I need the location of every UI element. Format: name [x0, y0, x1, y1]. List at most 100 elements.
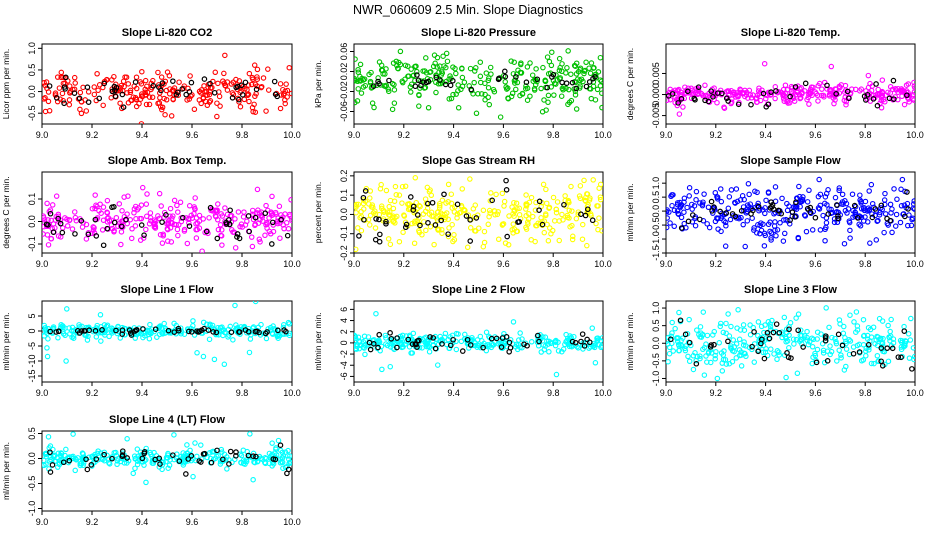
data-point: [796, 183, 802, 190]
data-point: [131, 453, 138, 459]
highlight-point: [47, 328, 53, 335]
highlight-point: [463, 213, 470, 219]
highlight-point: [437, 77, 443, 83]
data-point: [141, 462, 147, 468]
data-point: [682, 345, 688, 352]
y-tick-label: 1.0: [651, 177, 661, 190]
data-point: [440, 53, 446, 59]
highlight-point: [793, 199, 799, 206]
data-point: [556, 237, 563, 244]
data-point: [409, 350, 416, 356]
y-tick-label: 0.000: [651, 83, 661, 106]
data-point: [66, 83, 73, 89]
data-point: [666, 97, 670, 104]
data-point: [191, 106, 198, 113]
data-point: [42, 96, 47, 102]
data-point: [127, 87, 134, 94]
data-point: [832, 335, 838, 342]
data-point: [568, 71, 574, 77]
x-tick-label: 9.8: [236, 517, 249, 527]
data-point: [399, 200, 405, 206]
data-point: [761, 230, 768, 237]
data-point: [102, 332, 108, 338]
data-point: [701, 191, 707, 197]
data-point: [45, 336, 51, 342]
highlight-point: [55, 328, 62, 335]
data-point: [820, 350, 827, 356]
highlight-point: [869, 214, 876, 221]
data-point: [833, 340, 840, 347]
data-point: [394, 65, 401, 72]
data-point: [252, 301, 259, 305]
data-point: [448, 191, 455, 197]
highlight-point: [792, 214, 798, 220]
data-point: [697, 353, 703, 359]
data-point: [755, 319, 762, 325]
data-point: [399, 332, 406, 339]
data-point: [511, 213, 517, 219]
highlight-point: [242, 79, 249, 86]
data-point: [786, 100, 793, 106]
data-point: [391, 81, 397, 88]
highlight-point: [589, 217, 596, 224]
data-point: [768, 346, 774, 352]
data-point: [761, 60, 768, 67]
data-point: [127, 89, 134, 96]
data-point: [826, 93, 833, 99]
data-point: [251, 62, 258, 68]
data-point: [566, 86, 572, 93]
data-point: [132, 465, 138, 472]
highlight-point: [686, 339, 693, 346]
data-point: [241, 96, 248, 103]
y-tick-label: -0.2: [339, 245, 349, 261]
highlight-point: [188, 452, 195, 459]
data-point: [209, 206, 215, 212]
data-point: [867, 240, 873, 246]
data-point: [803, 228, 810, 235]
data-point: [566, 199, 572, 206]
data-point: [396, 238, 403, 245]
data-point: [573, 106, 580, 112]
data-point: [871, 360, 877, 367]
data-point: [879, 340, 886, 346]
highlight-point: [523, 257, 527, 261]
data-point: [788, 88, 795, 95]
data-point: [543, 186, 549, 193]
highlight-point: [450, 336, 456, 343]
data-point: [140, 459, 146, 465]
data-point: [898, 344, 905, 350]
data-point: [726, 333, 733, 339]
data-point: [505, 242, 512, 248]
data-point: [531, 87, 538, 93]
highlight-point: [454, 201, 461, 208]
data-point: [222, 205, 228, 211]
data-point: [577, 65, 584, 71]
data-point: [436, 69, 442, 76]
data-point: [525, 210, 532, 217]
data-point: [436, 202, 443, 209]
data-point: [263, 202, 269, 209]
highlight-point: [872, 206, 879, 212]
data-point: [104, 197, 111, 204]
data-point: [437, 63, 443, 69]
data-point: [763, 197, 769, 204]
panel-title: Slope Amb. Box Temp.: [108, 155, 227, 167]
highlight-point: [46, 83, 53, 89]
highlight-point: [203, 228, 210, 235]
y-tick-label: 0.5: [27, 427, 37, 440]
data-point: [728, 345, 734, 351]
highlight-point: [367, 346, 374, 353]
data-point: [579, 236, 586, 242]
data-point: [95, 87, 101, 94]
highlight-point: [865, 341, 872, 348]
data-point: [254, 292, 258, 296]
data-point: [555, 339, 561, 345]
data-point: [887, 201, 894, 208]
highlight-point: [376, 238, 383, 245]
data-point: [278, 447, 284, 454]
data-point: [144, 89, 151, 96]
data-point: [383, 335, 389, 341]
data-point: [666, 350, 673, 357]
data-point: [369, 202, 376, 208]
data-point: [60, 97, 66, 104]
